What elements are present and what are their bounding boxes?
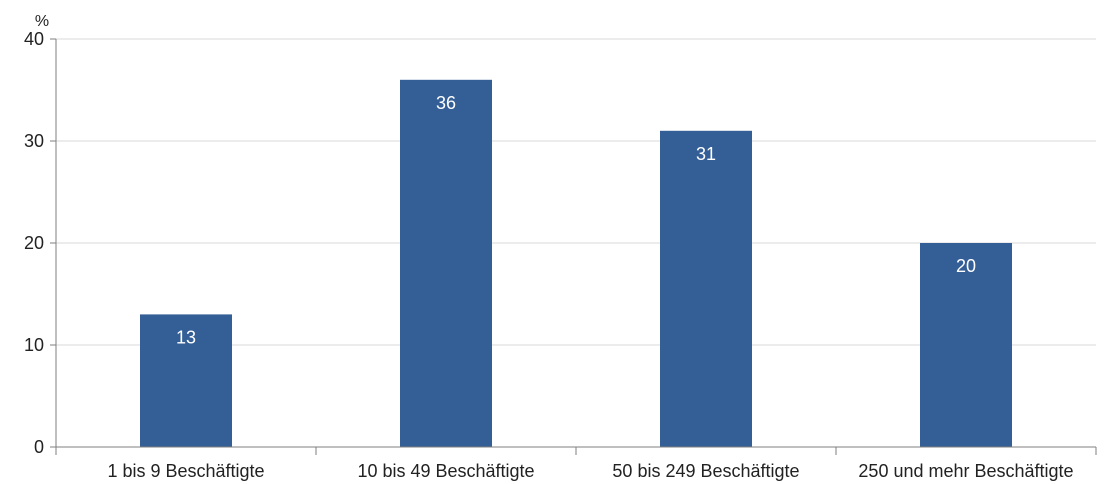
data-label: 36 xyxy=(436,93,456,113)
axes: 0 10 20 30 40 1 bis 9 Beschäftigte 10 bis 49 B… xyxy=(24,29,1097,481)
y-tick-label: 30 xyxy=(24,131,44,151)
y-tick-label: 0 xyxy=(34,437,44,457)
bar xyxy=(140,314,232,447)
y-tick-label: 10 xyxy=(24,335,44,355)
y-tick-label: 20 xyxy=(24,233,44,253)
data-label: 13 xyxy=(176,327,196,347)
x-category-label: 10 bis 49 Beschäftigte xyxy=(357,461,534,481)
data-label: 31 xyxy=(696,144,716,164)
bar xyxy=(660,130,752,448)
bars: 13 36 31 20 xyxy=(140,79,1012,448)
data-label: 20 xyxy=(956,256,976,276)
bar xyxy=(920,243,1012,447)
y-axis-unit-label: % xyxy=(35,13,49,30)
bar xyxy=(400,79,492,448)
x-category-label: 1 bis 9 Beschäftigte xyxy=(107,461,264,481)
y-tick-label: 40 xyxy=(24,29,44,49)
x-category-label: 250 und mehr Beschäftigte xyxy=(858,461,1073,481)
x-category-label: 50 bis 249 Beschäftigte xyxy=(612,461,799,481)
